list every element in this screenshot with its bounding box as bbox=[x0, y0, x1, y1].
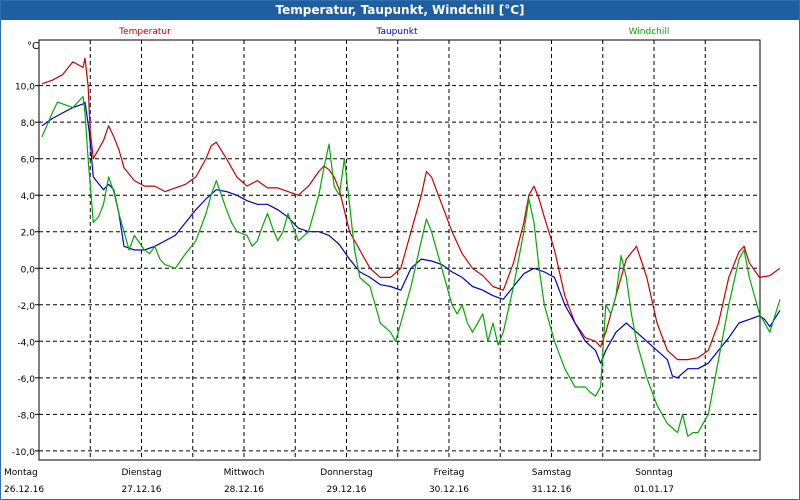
series-group bbox=[41, 57, 781, 437]
y-tick-label: 0,0 bbox=[21, 265, 36, 275]
legend: Temperatur Taupunkt Windchill bbox=[118, 27, 669, 37]
series-line-temperatur bbox=[41, 57, 781, 361]
x-tick-date: 30.12.16 bbox=[429, 485, 469, 495]
y-tick-label: 2,0 bbox=[21, 229, 36, 239]
x-tick-date: 01.01.17 bbox=[634, 485, 674, 495]
x-axis: Montag 26.12.16 Dienstag 27.12.16 Mittwoch 28… bbox=[4, 468, 674, 495]
x-tick-date: 29.12.16 bbox=[326, 485, 366, 495]
y-axis: °C 10,0 8,0 6,0 4,0 2,0 0,0 -2,0 -4,0 -6,0 -8,0 -1… bbox=[12, 41, 39, 458]
x-tick-day: Freitag bbox=[434, 468, 465, 478]
line-chart: °C 10,0 8,0 6,0 4,0 2,0 0,0 -2,0 -4,0 -6,0 -8,0 -1… bbox=[4, 27, 781, 495]
y-tick-label: -10,0 bbox=[12, 448, 36, 458]
y-tick-label: 4,0 bbox=[21, 192, 36, 202]
y-tick-label: -8,0 bbox=[17, 411, 35, 421]
y-tick-label: -4,0 bbox=[17, 338, 35, 348]
legend-entry: Temperatur bbox=[118, 27, 171, 37]
x-tick-date: 28.12.16 bbox=[224, 485, 264, 495]
y-tick-label: 6,0 bbox=[21, 156, 36, 166]
legend-entry: Taupunkt bbox=[375, 27, 418, 37]
x-tick-date: 31.12.16 bbox=[531, 485, 571, 495]
x-tick-date: 26.12.16 bbox=[4, 485, 44, 495]
y-tick-label: -2,0 bbox=[17, 302, 35, 312]
series-line-windchill bbox=[41, 96, 781, 437]
plot-area bbox=[38, 39, 761, 461]
x-tick-day: Donnerstag bbox=[320, 468, 373, 478]
series-line-taupunkt bbox=[41, 101, 781, 379]
x-tick-day: Dienstag bbox=[121, 468, 161, 478]
x-tick-date: 27.12.16 bbox=[121, 485, 161, 495]
y-tick-label: 10,0 bbox=[15, 83, 35, 93]
y-tick-label: -6,0 bbox=[17, 375, 35, 385]
window-title: Temperatur, Taupunkt, Windchill [°C] bbox=[1, 1, 799, 20]
x-tick-day: Samstag bbox=[532, 468, 571, 478]
x-tick-day: Sonntag bbox=[635, 468, 672, 478]
y-axis-label: °C bbox=[27, 41, 39, 52]
x-tick-day: Mittwoch bbox=[224, 468, 265, 478]
legend-entry: Windchill bbox=[629, 27, 670, 37]
grid bbox=[39, 40, 760, 460]
x-tick-day: Montag bbox=[4, 468, 38, 478]
y-tick-label: 8,0 bbox=[21, 119, 36, 129]
